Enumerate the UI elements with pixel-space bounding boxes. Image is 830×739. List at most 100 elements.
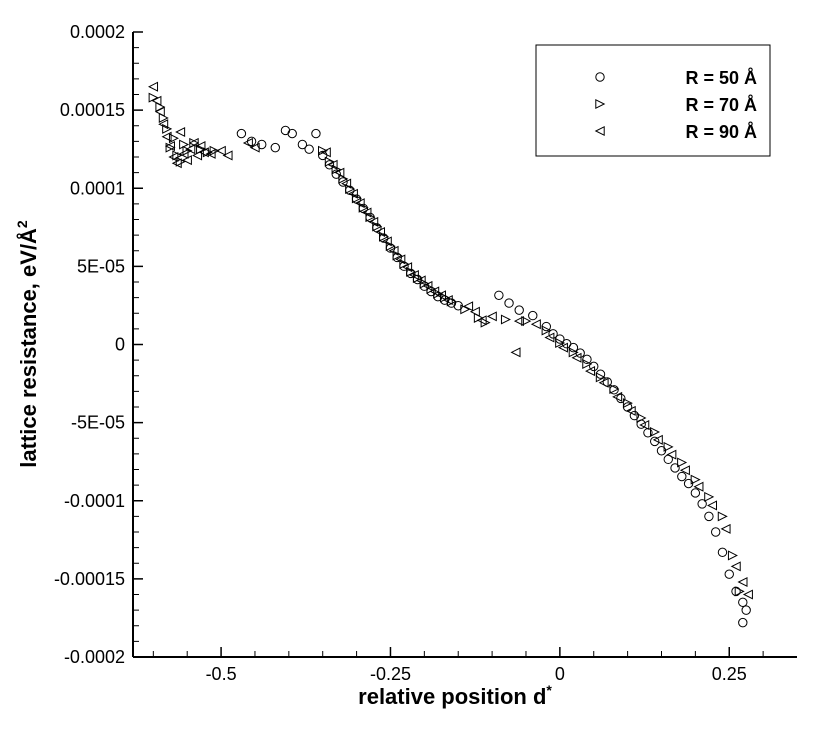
series-circle bbox=[236, 125, 751, 628]
y-tick-label: 0.00015 bbox=[60, 100, 125, 120]
data-point bbox=[544, 332, 555, 343]
series-triangle-right bbox=[148, 92, 745, 597]
y-tick-label: -0.0001 bbox=[64, 491, 125, 511]
data-point bbox=[297, 139, 308, 150]
data-point bbox=[598, 377, 609, 388]
data-point bbox=[582, 359, 593, 370]
data-point bbox=[677, 471, 687, 482]
data-point bbox=[741, 605, 751, 615]
data-point bbox=[625, 405, 636, 416]
data-point bbox=[541, 325, 552, 336]
data-point bbox=[727, 550, 738, 561]
data-point bbox=[205, 148, 216, 159]
data-point bbox=[388, 245, 399, 256]
data-point bbox=[568, 347, 579, 358]
data-point bbox=[408, 269, 419, 280]
y-tick-label: -0.00015 bbox=[54, 569, 125, 589]
data-point bbox=[178, 148, 189, 159]
data-point bbox=[168, 133, 179, 144]
data-point bbox=[151, 95, 162, 106]
data-point bbox=[663, 441, 674, 452]
data-point bbox=[734, 586, 745, 597]
data-point bbox=[215, 145, 226, 156]
data-point bbox=[650, 436, 660, 447]
data-point bbox=[399, 259, 410, 270]
data-point bbox=[704, 511, 714, 522]
data-point bbox=[429, 286, 440, 297]
data-point bbox=[494, 290, 504, 300]
data-point bbox=[171, 158, 182, 169]
data-point bbox=[185, 144, 196, 155]
data-point bbox=[181, 155, 192, 166]
data-point bbox=[304, 144, 314, 154]
data-point bbox=[287, 128, 297, 139]
data-point bbox=[530, 319, 541, 330]
data-point bbox=[609, 384, 620, 395]
data-point bbox=[148, 92, 159, 103]
data-point bbox=[435, 290, 446, 301]
y-tick-label: 5E-05 bbox=[77, 256, 125, 276]
y-axis-title: lattice resistance, eV/Å2 bbox=[14, 220, 41, 468]
data-point bbox=[717, 547, 728, 558]
y-tick-label: 0 bbox=[115, 335, 125, 355]
data-point bbox=[236, 128, 247, 139]
data-point bbox=[385, 241, 396, 252]
data-point bbox=[195, 141, 206, 152]
data-point bbox=[555, 337, 566, 348]
data-point bbox=[510, 347, 521, 358]
data-point bbox=[324, 156, 335, 167]
data-point bbox=[629, 410, 640, 421]
data-point bbox=[415, 275, 426, 286]
data-point bbox=[209, 145, 220, 156]
y-tick-label: 0.0002 bbox=[70, 22, 125, 42]
data-point bbox=[557, 342, 568, 353]
data-point bbox=[731, 586, 741, 597]
data-point bbox=[347, 188, 358, 199]
data-point bbox=[320, 147, 331, 158]
data-point bbox=[368, 216, 379, 227]
data-point bbox=[706, 500, 718, 511]
legend-marker bbox=[595, 98, 606, 110]
data-point bbox=[737, 576, 748, 588]
data-point bbox=[738, 617, 748, 628]
ticks: -0.5 -0.25 0 0.25 0.0002 0.00015 0.0001 5E-05 0 -… bbox=[54, 22, 764, 684]
data-point bbox=[486, 311, 497, 322]
data-point bbox=[717, 511, 728, 522]
data-point bbox=[500, 314, 511, 325]
data-point bbox=[742, 589, 753, 600]
data-point bbox=[710, 527, 721, 537]
data-point bbox=[514, 305, 524, 315]
data-point bbox=[704, 491, 715, 502]
data-point bbox=[463, 301, 474, 312]
legend-label: R = 90 Å bbox=[685, 122, 757, 142]
legend-marker bbox=[595, 72, 605, 82]
data-point bbox=[361, 207, 372, 218]
series-triangle-left bbox=[148, 81, 753, 600]
x-tick-label: 0 bbox=[555, 664, 565, 684]
data-point bbox=[354, 198, 365, 209]
data-point bbox=[327, 159, 338, 170]
data-point bbox=[378, 231, 390, 242]
data-point bbox=[442, 294, 453, 305]
data-point bbox=[666, 449, 677, 460]
data-point bbox=[311, 128, 321, 139]
data-point bbox=[165, 142, 176, 153]
legend-label: R = 50 Å bbox=[685, 68, 757, 88]
legend-box bbox=[535, 44, 771, 157]
data-point bbox=[724, 569, 734, 579]
data-point bbox=[406, 266, 417, 277]
data-point bbox=[652, 434, 663, 445]
data-point bbox=[242, 137, 253, 148]
data-point bbox=[374, 226, 386, 238]
data-point bbox=[585, 366, 596, 377]
data-point bbox=[158, 119, 169, 130]
data-point bbox=[192, 150, 203, 161]
data-point bbox=[334, 167, 345, 178]
legend-label: R = 70 Å bbox=[685, 95, 757, 115]
data-point bbox=[693, 481, 704, 492]
data-markers bbox=[148, 81, 753, 628]
data-point bbox=[148, 81, 159, 92]
x-tick-label: -0.25 bbox=[370, 664, 411, 684]
data-point bbox=[595, 372, 606, 383]
